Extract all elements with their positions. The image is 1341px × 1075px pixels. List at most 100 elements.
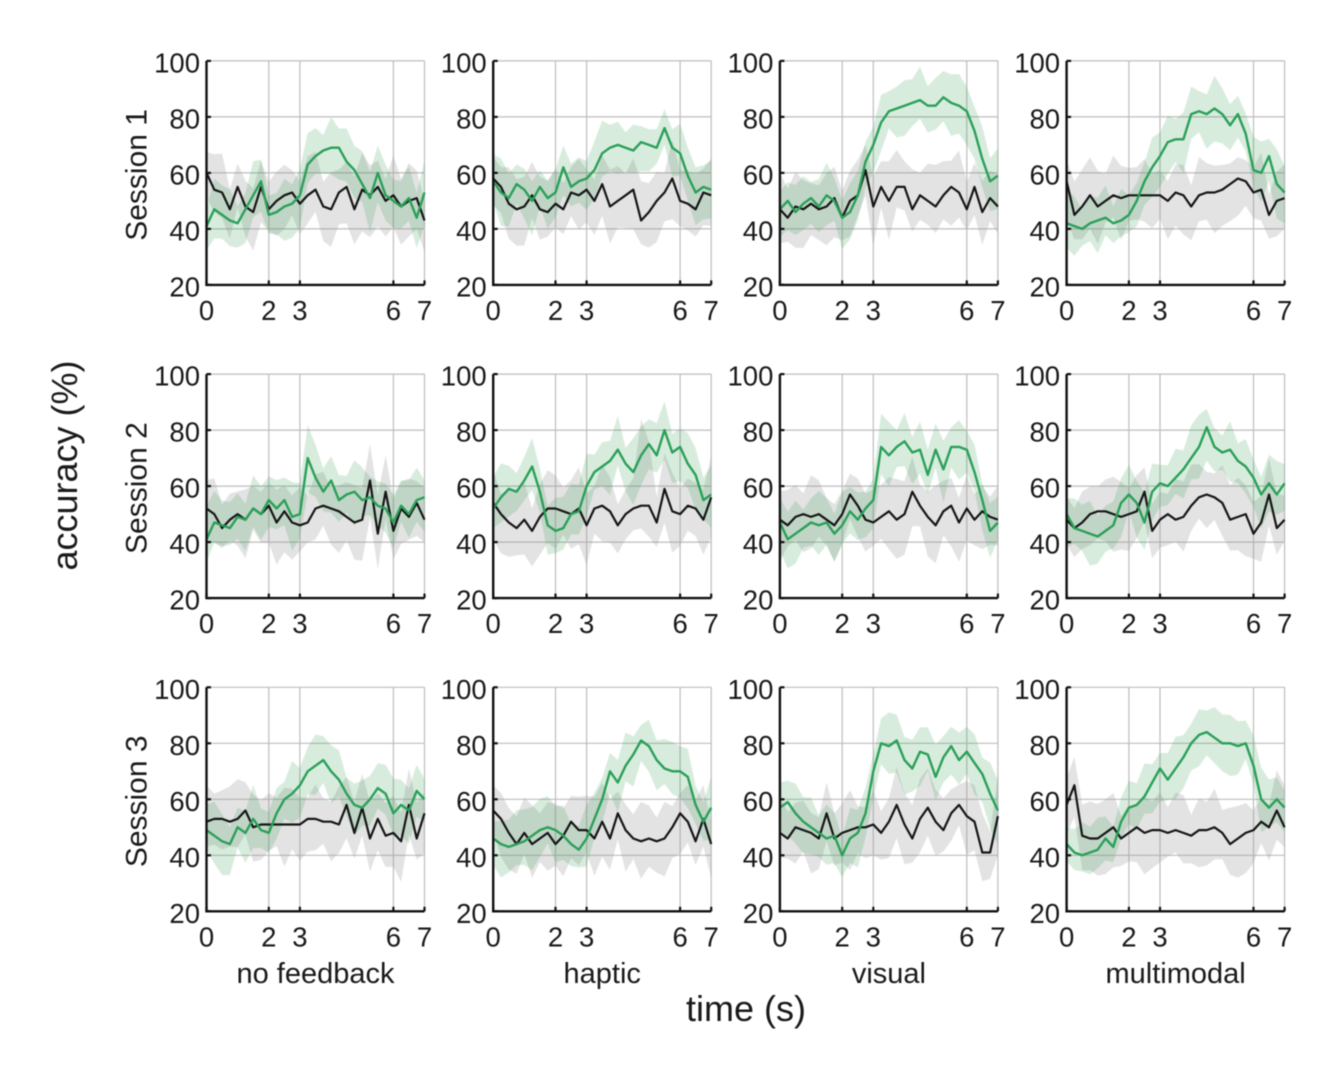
svg-text:60: 60 [456,786,487,817]
svg-text:40: 40 [1030,842,1061,873]
svg-text:3: 3 [1152,921,1167,952]
svg-text:100: 100 [728,47,774,78]
svg-text:7: 7 [990,608,1005,639]
svg-text:3: 3 [579,608,594,639]
svg-text:60: 60 [1030,786,1061,817]
svg-text:60: 60 [169,786,200,817]
svg-text:60: 60 [743,786,774,817]
svg-text:2: 2 [835,295,850,326]
svg-text:80: 80 [1030,730,1061,761]
svg-text:0: 0 [486,921,501,952]
svg-text:6: 6 [386,921,401,952]
svg-text:20: 20 [169,585,200,616]
svg-text:40: 40 [169,529,200,560]
svg-text:100: 100 [1014,674,1060,705]
svg-text:60: 60 [743,473,774,504]
svg-text:3: 3 [1152,608,1167,639]
svg-text:7: 7 [417,295,432,326]
svg-text:60: 60 [1030,159,1061,190]
svg-text:2: 2 [835,921,850,952]
svg-text:visual: visual [852,958,926,990]
svg-text:80: 80 [169,417,200,448]
svg-text:100: 100 [154,47,200,78]
svg-text:6: 6 [386,295,401,326]
svg-text:2: 2 [1121,295,1136,326]
svg-text:6: 6 [959,921,974,952]
svg-text:80: 80 [456,417,487,448]
svg-text:6: 6 [1246,921,1261,952]
svg-text:2: 2 [261,921,276,952]
svg-text:40: 40 [743,529,774,560]
svg-text:2: 2 [261,608,276,639]
svg-text:7: 7 [417,608,432,639]
svg-text:3: 3 [866,921,881,952]
svg-text:80: 80 [743,417,774,448]
svg-text:0: 0 [772,921,787,952]
svg-text:6: 6 [386,608,401,639]
svg-text:20: 20 [456,585,487,616]
svg-text:3: 3 [579,295,594,326]
svg-text:60: 60 [169,159,200,190]
svg-text:100: 100 [441,361,487,392]
svg-text:6: 6 [959,608,974,639]
svg-text:3: 3 [292,608,307,639]
svg-text:2: 2 [548,295,563,326]
svg-text:60: 60 [1030,473,1061,504]
svg-text:6: 6 [672,608,687,639]
svg-text:3: 3 [866,295,881,326]
svg-text:no feedback: no feedback [236,958,395,990]
svg-text:2: 2 [835,608,850,639]
svg-text:multimodal: multimodal [1105,958,1245,990]
svg-text:80: 80 [169,103,200,134]
svg-text:80: 80 [1030,103,1061,134]
svg-text:100: 100 [154,674,200,705]
svg-text:0: 0 [486,608,501,639]
svg-text:0: 0 [199,608,214,639]
svg-text:Session 1: Session 1 [121,109,154,241]
svg-text:20: 20 [169,271,200,302]
svg-text:7: 7 [704,921,719,952]
svg-text:0: 0 [1059,295,1074,326]
svg-text:7: 7 [1277,608,1292,639]
svg-text:3: 3 [292,295,307,326]
svg-text:40: 40 [1030,529,1061,560]
svg-text:80: 80 [456,103,487,134]
svg-text:100: 100 [441,674,487,705]
svg-text:0: 0 [199,295,214,326]
svg-text:0: 0 [1059,921,1074,952]
svg-text:60: 60 [456,159,487,190]
svg-text:80: 80 [456,730,487,761]
svg-text:2: 2 [548,921,563,952]
svg-text:Session 3: Session 3 [121,735,154,867]
svg-text:40: 40 [169,842,200,873]
svg-text:20: 20 [743,271,774,302]
svg-text:2: 2 [261,295,276,326]
svg-text:100: 100 [154,361,200,392]
svg-text:0: 0 [772,608,787,639]
svg-text:haptic: haptic [564,958,641,990]
svg-text:40: 40 [743,215,774,246]
svg-text:80: 80 [1030,417,1061,448]
svg-text:3: 3 [292,921,307,952]
svg-text:100: 100 [728,674,774,705]
svg-text:60: 60 [169,473,200,504]
svg-text:100: 100 [728,361,774,392]
svg-text:20: 20 [456,271,487,302]
svg-text:6: 6 [672,295,687,326]
svg-text:40: 40 [456,842,487,873]
svg-text:0: 0 [772,295,787,326]
svg-text:40: 40 [456,529,487,560]
svg-text:time (s): time (s) [686,988,806,1029]
svg-text:80: 80 [169,730,200,761]
svg-text:2: 2 [548,608,563,639]
svg-text:2: 2 [1121,921,1136,952]
svg-text:6: 6 [672,921,687,952]
svg-text:40: 40 [169,215,200,246]
svg-text:3: 3 [866,608,881,639]
svg-text:20: 20 [1030,898,1061,929]
svg-text:40: 40 [743,842,774,873]
svg-text:6: 6 [1246,295,1261,326]
svg-text:60: 60 [743,159,774,190]
svg-text:2: 2 [1121,608,1136,639]
svg-text:80: 80 [743,103,774,134]
